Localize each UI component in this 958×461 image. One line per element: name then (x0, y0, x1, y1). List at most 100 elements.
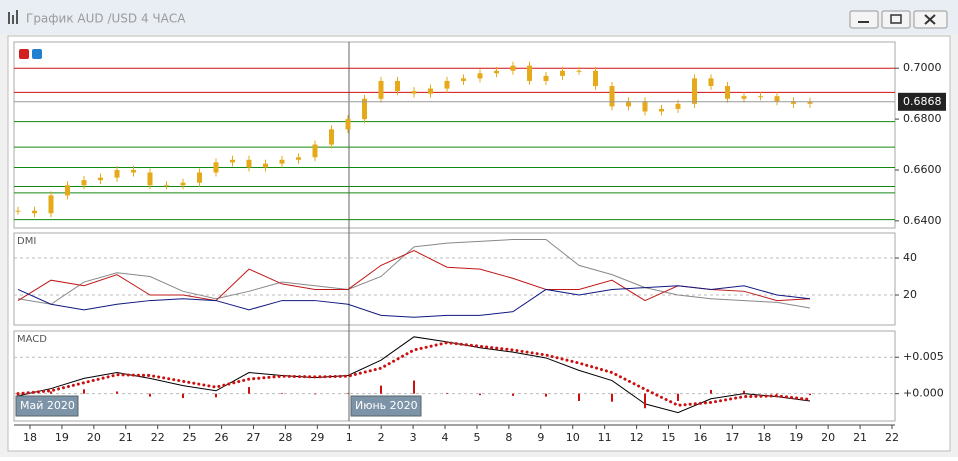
histogram-bar (182, 393, 184, 399)
candle (395, 80, 400, 92)
histogram-bar (314, 393, 316, 395)
histogram-bar (809, 393, 811, 396)
candle (98, 177, 103, 181)
close-button[interactable] (913, 10, 948, 29)
dmi-pane (13, 232, 896, 326)
x-tick-label: 18 (23, 431, 37, 444)
candle (378, 80, 384, 99)
period-label: Июнь 2020 (355, 399, 418, 412)
candle (708, 78, 714, 87)
histogram-bar (512, 393, 514, 396)
histogram-bar (545, 393, 547, 397)
period-tag (350, 395, 422, 417)
histogram-bar (413, 380, 415, 394)
pane-buttons[interactable] (19, 49, 42, 59)
x-tick-label: 25 (183, 431, 197, 444)
candle (725, 86, 730, 99)
x-tick-label: 3 (410, 431, 417, 444)
x-tick-label: 12 (630, 431, 644, 444)
candle (461, 78, 466, 81)
histogram-bar (149, 393, 151, 397)
candle (609, 86, 615, 107)
x-tick-label: 29 (310, 431, 324, 444)
candle (15, 210, 21, 212)
candle (560, 70, 565, 76)
candle (675, 103, 681, 109)
window-title: График AUD /USD 4 ЧАСА (26, 12, 186, 26)
y-tick-label: 0.6600 (903, 163, 942, 176)
histogram-bar (248, 387, 250, 394)
x-tick-label: 21 (853, 431, 867, 444)
y-tick-label: 0.6800 (903, 112, 942, 125)
pane-title: DMI (17, 236, 36, 247)
histogram-bar (578, 393, 580, 401)
candle (477, 73, 483, 79)
histogram-bar (479, 393, 481, 396)
candle (246, 159, 252, 168)
candle (32, 210, 37, 214)
candle (527, 65, 532, 81)
y-tick-label: +0.005 (903, 350, 944, 363)
period-tag (15, 395, 79, 417)
histogram-bar (116, 391, 118, 394)
x-tick-label: 22 (151, 431, 165, 444)
candle (48, 195, 54, 214)
candle (329, 129, 334, 145)
candle (213, 162, 219, 173)
candle (180, 182, 186, 186)
candle (131, 169, 136, 173)
y-tick-label: +0.000 (903, 387, 944, 400)
candle (428, 88, 433, 94)
histogram-bar (380, 385, 382, 394)
restore-button[interactable] (881, 10, 911, 29)
x-tick-label: 18 (757, 431, 771, 444)
title-bar (0, 0, 958, 34)
candle (543, 75, 549, 81)
price-pane (13, 41, 896, 229)
candle (659, 108, 664, 112)
candle (345, 119, 351, 130)
histogram-bar (83, 389, 85, 394)
x-tick-label: 20 (87, 431, 101, 444)
histogram-bar (347, 392, 349, 394)
candle (510, 65, 516, 71)
candle (114, 169, 120, 178)
x-tick-label: 9 (537, 431, 544, 444)
candle (774, 96, 780, 102)
y-tick-label: 0.7000 (903, 61, 942, 74)
dmi-line (17, 238, 811, 309)
y-tick-label: 20 (903, 288, 917, 301)
candle (164, 185, 169, 187)
x-tick-label: 28 (278, 431, 292, 444)
x-tick-label: 22 (885, 431, 899, 444)
candle (741, 96, 747, 99)
histogram-bar (215, 393, 217, 398)
candle (197, 172, 202, 183)
signal-line (16, 341, 812, 407)
x-tick-label: 11 (598, 431, 612, 444)
candle (444, 80, 450, 89)
candle (263, 163, 268, 168)
histogram-bar (611, 393, 613, 402)
candle (626, 101, 631, 107)
histogram-bar (446, 392, 448, 394)
macd-line (17, 336, 811, 414)
minimize-button[interactable] (849, 10, 879, 29)
candle (230, 159, 235, 163)
histogram-bar (743, 390, 745, 394)
candle (279, 159, 285, 164)
x-tick-label: 19 (55, 431, 69, 444)
histogram-bar (644, 393, 646, 409)
x-tick-label: 4 (442, 431, 449, 444)
candle (81, 180, 87, 186)
candle (65, 185, 70, 196)
candle (692, 78, 697, 104)
candle (312, 144, 318, 158)
candle (494, 70, 499, 74)
candle (791, 101, 796, 104)
x-tick-label: 5 (473, 431, 480, 444)
candle (147, 172, 153, 186)
candle (576, 70, 582, 72)
dmi-line (17, 285, 811, 318)
